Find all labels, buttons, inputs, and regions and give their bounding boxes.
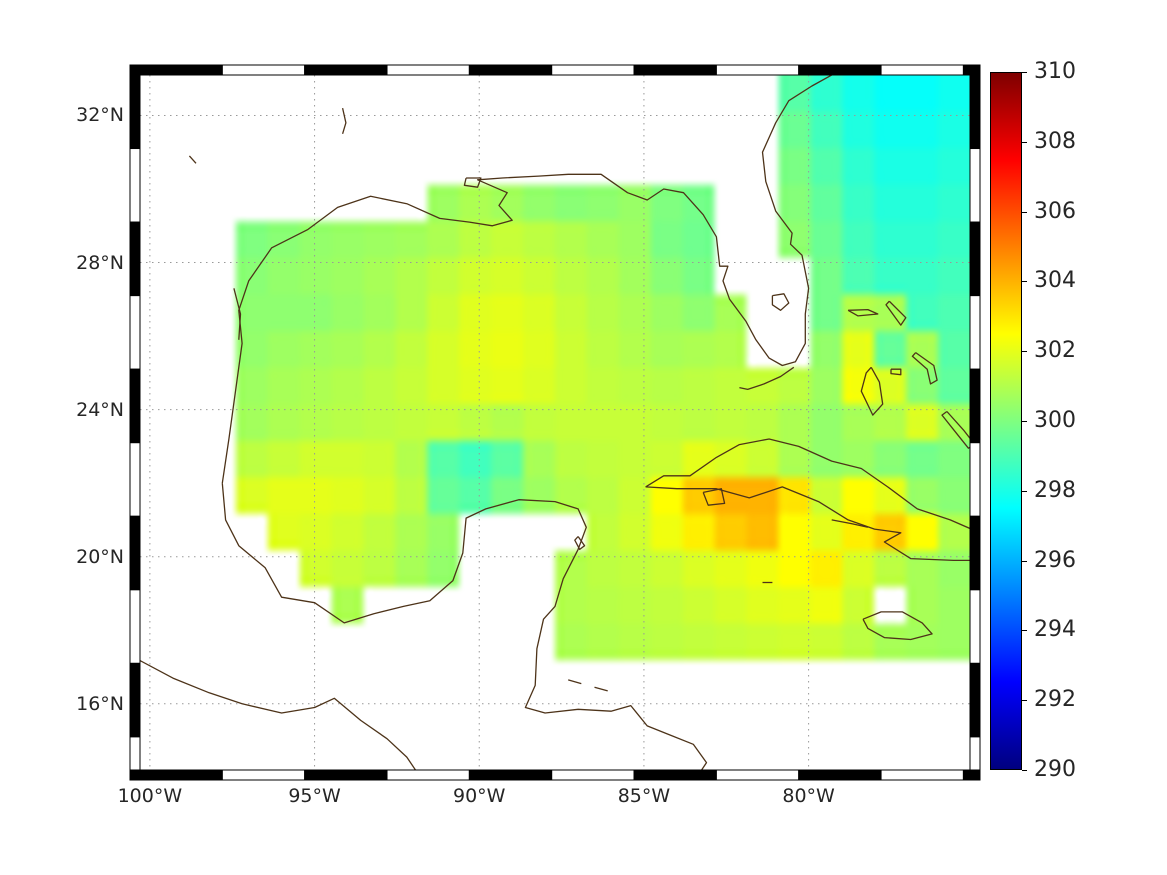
frame-segment — [129, 148, 141, 223]
colorbar-tick — [1022, 142, 1027, 143]
y-tick-label: 24°N — [76, 398, 124, 421]
colorbar-tick — [1022, 700, 1027, 701]
frame-segment — [129, 769, 141, 781]
frame-segment — [129, 74, 141, 150]
frame-segment — [468, 769, 553, 781]
frame-segment — [129, 442, 141, 517]
frame-segment — [969, 148, 981, 223]
frame-segment — [129, 295, 141, 370]
frame-segment — [715, 769, 800, 781]
frame-segment — [386, 64, 470, 76]
colorbar-tick-label: 302 — [1034, 338, 1076, 364]
colorbar-tick — [1022, 491, 1027, 492]
frame-segment — [129, 662, 141, 738]
y-tick-label: 32°N — [76, 104, 124, 127]
frame-segment — [969, 662, 981, 738]
y-tick-label: 28°N — [76, 251, 124, 274]
frame-segment — [221, 769, 306, 781]
frame-segment — [129, 221, 141, 297]
x-tick-label: 95°W — [288, 785, 341, 807]
frame-segment — [715, 64, 800, 76]
x-tick-label: 100°W — [117, 785, 183, 807]
frame-segment — [468, 64, 553, 76]
frame-segment — [798, 64, 882, 76]
frame-segment — [969, 769, 981, 781]
frame-segment — [139, 769, 223, 781]
frame-segment — [969, 74, 981, 150]
colorbar-tick-label: 310 — [1034, 59, 1076, 84]
frame-segment — [129, 64, 141, 76]
frame-segment — [129, 515, 141, 591]
colorbar-tick — [1022, 212, 1027, 213]
frame-segment — [551, 64, 635, 76]
y-tick-label: 20°N — [76, 545, 124, 568]
colorbar-tick — [1022, 351, 1027, 352]
frame-segment — [633, 64, 717, 76]
frame-segment — [969, 368, 981, 444]
frame-segment — [304, 769, 388, 781]
frame-segment — [969, 221, 981, 297]
colorbar-tick — [1022, 770, 1027, 771]
frame-segment — [129, 736, 141, 771]
frame-segment — [139, 64, 223, 76]
frame-segment — [969, 589, 981, 664]
frame-segment — [880, 64, 964, 76]
colorbar-tick — [1022, 421, 1027, 422]
y-tick-label: 16°N — [76, 692, 124, 715]
frame-segment — [129, 368, 141, 444]
colorbar-tick-label: 300 — [1034, 408, 1076, 433]
colorbar-tick-label: 306 — [1034, 198, 1076, 224]
colorbar-tick-label: 304 — [1034, 268, 1076, 294]
frame-segment — [221, 64, 306, 76]
colorbar-tick-label: 298 — [1034, 477, 1076, 503]
sst-field-canvas — [140, 75, 970, 770]
colorbar-tick-label: 308 — [1034, 128, 1076, 154]
frame-segment — [969, 295, 981, 370]
frame-segment — [880, 769, 964, 781]
frame-segment — [798, 769, 882, 781]
frame-segment — [633, 769, 717, 781]
frame-segment — [969, 442, 981, 517]
colorbar-tick — [1022, 561, 1027, 562]
colorbar-tick-label: 292 — [1034, 687, 1076, 713]
frame-segment — [969, 64, 981, 76]
frame-segment — [551, 769, 635, 781]
colorbar-tick — [1022, 281, 1027, 282]
colorbar-tick — [1022, 72, 1027, 73]
x-tick-label: 80°W — [782, 785, 835, 807]
frame-segment — [969, 736, 981, 771]
colorbar-tick — [1022, 630, 1027, 631]
colorbar — [990, 72, 1022, 770]
frame-segment — [386, 769, 470, 781]
x-tick-label: 85°W — [617, 785, 671, 807]
x-tick-label: 90°W — [453, 785, 506, 807]
colorbar-tick-label: 294 — [1034, 617, 1076, 643]
frame-segment — [304, 64, 388, 76]
frame-segment — [129, 589, 141, 664]
colorbar-tick-label: 290 — [1034, 757, 1076, 782]
frame-segment — [969, 515, 981, 591]
frame-segment — [962, 64, 971, 76]
colorbar-tick-label: 296 — [1034, 547, 1076, 573]
frame-segment — [962, 769, 971, 781]
